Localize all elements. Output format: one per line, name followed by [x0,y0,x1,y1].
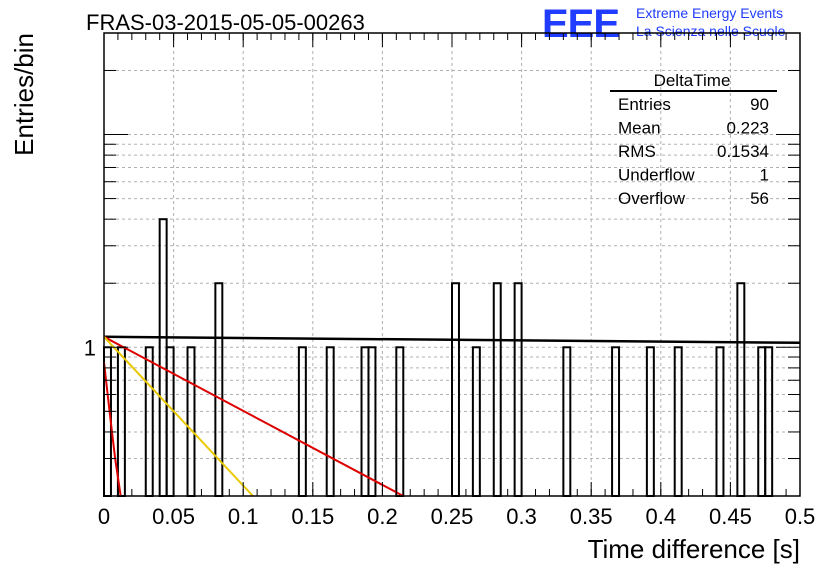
x-tick-label: 0 [98,504,110,529]
stats-value: 56 [750,189,769,208]
y-axis-title: Entries/bin [9,33,39,156]
stats-label: Overflow [618,189,686,208]
x-tick-label: 0.15 [291,504,334,529]
x-axis-title: Time difference [s] [588,534,800,564]
x-tick-label: 0.45 [709,504,752,529]
fit-line [103,335,404,497]
bars [103,218,774,497]
stats-label: Mean [618,119,661,138]
histogram-bar [611,346,621,497]
fit-lines [103,335,801,497]
stats-value: 0.223 [726,119,769,138]
histogram-bar [645,346,655,497]
stats-value: 0.1534 [717,142,769,161]
stats-name: DeltaTime [654,71,731,90]
axis-ticks [103,33,801,496]
stats-label: RMS [618,142,656,161]
x-tick-label: 0.3 [506,504,537,529]
histogram-bar [325,346,335,497]
histogram-bar [367,346,377,497]
stats-value: 1 [760,166,769,185]
x-tick-label: 0.1 [228,504,259,529]
chart-title: FRAS-03-2015-05-05-00263 [86,10,365,35]
histogram-bar [471,346,481,497]
histogram-bar [144,346,154,497]
histogram-bar [562,346,572,497]
stats-value: 90 [750,95,769,114]
stats-rows: Entries 90 Mean 0.223 RMS 0.1534 Underflow 1 Ove… [618,95,769,208]
histogram-bar [513,282,523,497]
x-tick-label: 0.35 [570,504,613,529]
y-tick-label: 1 [84,335,96,360]
x-tick-label: 0.2 [367,504,398,529]
stats-box: DeltaTime Entries 90 Mean 0.223 RMS 0.1534 Und… [610,71,777,208]
histogram-bar [158,218,168,497]
histogram-bar [492,282,502,497]
histogram-bar [451,282,460,497]
eee-logo: EEE [542,2,620,46]
histogram-bar [186,346,196,497]
histogram-bar [116,346,126,497]
fit-line [103,336,254,497]
histogram-bar [214,282,224,497]
logo-line-1: Extreme Energy Events [636,5,784,21]
histogram-bar [764,346,774,497]
x-tick-labels: 0 0.05 0.1 0.15 0.2 0.25 0.3 0.35 0.4 0.45 0.5 [98,504,815,529]
histogram-bar [395,346,405,497]
x-tick-label: 0.25 [431,504,474,529]
stats-label: Underflow [618,166,695,185]
histogram-bar [736,282,746,497]
histogram-bar [673,346,683,497]
fit-line [103,335,801,345]
logo-caption: Extreme Energy Events La Scienza nelle S… [636,4,785,40]
fit-line [103,362,122,497]
x-tick-label: 0.05 [152,504,195,529]
histogram-bar [757,346,767,497]
logo-line-2: La Scienza nelle Scuole [636,23,786,39]
stats-label: Entries [618,95,671,114]
histogram-bar [297,346,307,497]
histogram-bar [715,346,725,497]
x-tick-label: 0.4 [646,504,677,529]
x-tick-label: 0.5 [785,504,816,529]
y-tick-labels: 1 [84,335,96,360]
